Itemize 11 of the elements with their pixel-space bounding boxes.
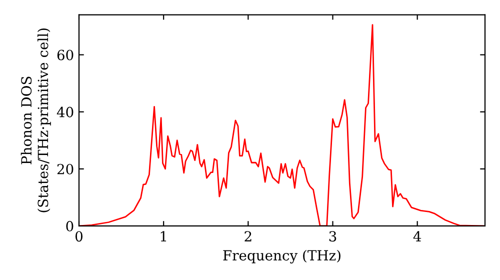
x-tick-label: 3 xyxy=(329,231,336,242)
x-tick-label: 2 xyxy=(244,231,252,242)
y-tick-label: 0 xyxy=(66,220,74,232)
x-axis-title: Frequency (THz) xyxy=(223,250,340,264)
x-tick-label: 0 xyxy=(75,231,82,242)
x-tick-label: 1 xyxy=(160,231,166,242)
y-tick-label: 40 xyxy=(56,106,74,118)
y-axis-title: Phonon DOS (States/THz·primitive cell) xyxy=(20,28,51,212)
y-tick-label: 20 xyxy=(57,164,74,174)
y-tick-label: 60 xyxy=(57,50,74,60)
x-tick-label: 4 xyxy=(413,231,422,242)
